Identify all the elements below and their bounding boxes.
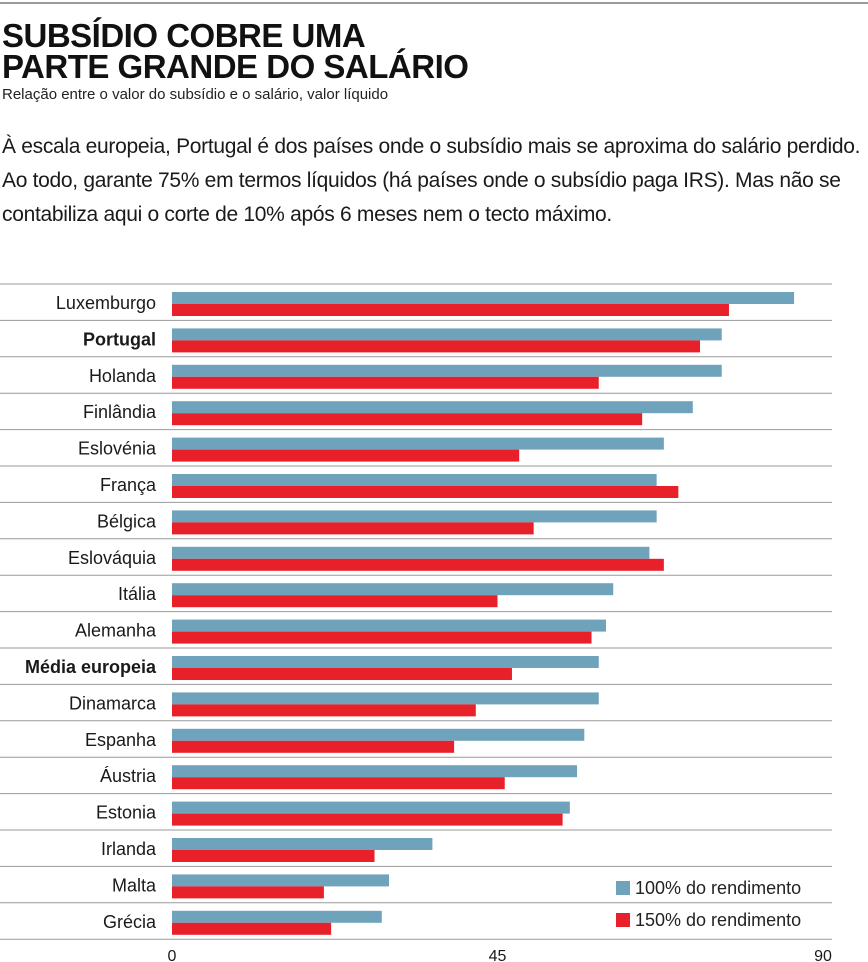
bar-chart: Luxemburgo Portugal Holanda Finlândia Eslové… bbox=[0, 283, 832, 962]
category-label: Dinamarca bbox=[69, 693, 157, 713]
chart-row: Alemanha bbox=[0, 611, 832, 644]
legend-item-100: 100% do rendimento bbox=[616, 872, 801, 904]
x-tick-label: 45 bbox=[489, 948, 507, 962]
category-label: Finlândia bbox=[83, 402, 157, 422]
bar-150-rendimento bbox=[172, 922, 332, 935]
bar-150-rendimento bbox=[172, 304, 729, 316]
bar-100-rendimento bbox=[172, 801, 570, 814]
category-label: Alemanha bbox=[75, 621, 157, 641]
bar-100-rendimento bbox=[172, 328, 722, 341]
bar-150-rendimento bbox=[172, 413, 643, 426]
bar-150-rendimento bbox=[172, 522, 534, 535]
bar-100-rendimento bbox=[172, 510, 657, 523]
chart-title: SUBSÍDIO COBRE UMA PARTE GRANDE DO SALÁR… bbox=[2, 17, 469, 85]
bar-150-rendimento bbox=[172, 886, 324, 899]
bar-150-rendimento bbox=[172, 631, 592, 644]
bar-150-rendimento bbox=[172, 595, 498, 608]
chart-legend: 100% do rendimento 150% do rendimento bbox=[616, 872, 801, 936]
category-label: Espanha bbox=[85, 730, 157, 750]
chart-row: Grécia bbox=[0, 902, 832, 935]
bar-150-rendimento bbox=[172, 777, 505, 790]
bar-100-rendimento bbox=[172, 910, 382, 923]
chart-row: Áustria bbox=[0, 756, 832, 790]
legend-swatch-100 bbox=[616, 881, 630, 895]
bar-100-rendimento bbox=[172, 474, 657, 486]
bar-150-rendimento bbox=[172, 449, 520, 462]
legend-label-100: 100% do rendimento bbox=[635, 877, 802, 898]
chart-row: Média europeia bbox=[0, 647, 832, 680]
bar-100-rendimento bbox=[172, 692, 599, 705]
chart-row: Eslovénia bbox=[0, 429, 832, 462]
category-label: Eslováquia bbox=[68, 548, 157, 568]
chart-row: Luxemburgo bbox=[0, 283, 832, 316]
bar-100-rendimento bbox=[172, 619, 606, 632]
top-rule bbox=[0, 2, 868, 4]
bar-150-rendimento bbox=[172, 668, 512, 680]
chart-row: Portugal bbox=[0, 319, 832, 353]
chart-row: Eslováquia bbox=[0, 538, 832, 571]
bar-100-rendimento bbox=[172, 728, 585, 741]
bar-150-rendimento bbox=[172, 704, 476, 717]
bar-150-rendimento bbox=[172, 850, 375, 862]
chart-row: Finlândia bbox=[0, 392, 832, 426]
category-label: Luxemburgo bbox=[56, 293, 156, 313]
x-axis: 0 45 90 bbox=[0, 938, 832, 962]
category-label: Média europeia bbox=[25, 657, 157, 677]
chart-row: Itália bbox=[0, 574, 832, 608]
legend-label-150: 150% do rendimento bbox=[635, 909, 802, 930]
chart-row: França bbox=[0, 465, 832, 498]
chart-row: Espanha bbox=[0, 720, 832, 753]
x-tick-label: 90 bbox=[814, 948, 832, 962]
bar-100-rendimento bbox=[172, 546, 650, 559]
bar-150-rendimento bbox=[172, 740, 455, 753]
category-label: Bélgica bbox=[97, 511, 157, 531]
legend-swatch-150 bbox=[616, 913, 630, 927]
bar-150-rendimento bbox=[172, 558, 664, 571]
category-label: Estonia bbox=[96, 803, 157, 823]
category-label: Irlanda bbox=[101, 839, 157, 859]
chart-row: Holanda bbox=[0, 356, 832, 389]
category-label: Áustria bbox=[100, 766, 157, 786]
chart-row: Bélgica bbox=[0, 501, 832, 535]
bar-150-rendimento bbox=[172, 486, 679, 498]
bar-100-rendimento bbox=[172, 292, 795, 304]
category-label: Grécia bbox=[103, 912, 157, 932]
bar-150-rendimento bbox=[172, 376, 599, 389]
bar-100-rendimento bbox=[172, 656, 599, 668]
bar-100-rendimento bbox=[172, 401, 693, 414]
bar-100-rendimento bbox=[172, 874, 389, 887]
chart-subtitle: Relação entre o valor do subsídio e o sa… bbox=[2, 86, 389, 103]
category-label: Holanda bbox=[89, 366, 157, 386]
bar-150-rendimento bbox=[172, 340, 701, 353]
category-label: Eslovénia bbox=[78, 439, 157, 459]
category-label: Malta bbox=[112, 875, 157, 895]
chart-row: Irlanda bbox=[0, 829, 832, 862]
category-label: Itália bbox=[118, 584, 157, 604]
chart-row: Dinamarca bbox=[0, 683, 832, 717]
x-tick-label: 0 bbox=[168, 948, 177, 962]
bar-100-rendimento bbox=[172, 765, 578, 778]
category-label: Portugal bbox=[83, 329, 156, 349]
bar-150-rendimento bbox=[172, 813, 563, 826]
bar-100-rendimento bbox=[172, 437, 664, 450]
bar-100-rendimento bbox=[172, 583, 614, 596]
bar-100-rendimento bbox=[172, 838, 433, 850]
chart-lede: À escala europeia, Portugal é dos países… bbox=[2, 135, 861, 226]
bar-100-rendimento bbox=[172, 364, 722, 377]
chart-row: Estonia bbox=[0, 793, 832, 826]
category-label: França bbox=[100, 475, 157, 495]
legend-item-150: 150% do rendimento bbox=[616, 904, 801, 936]
chart-row: Malta bbox=[0, 865, 832, 899]
bar-rows: Luxemburgo Portugal Holanda Finlândia Eslové… bbox=[0, 283, 832, 935]
